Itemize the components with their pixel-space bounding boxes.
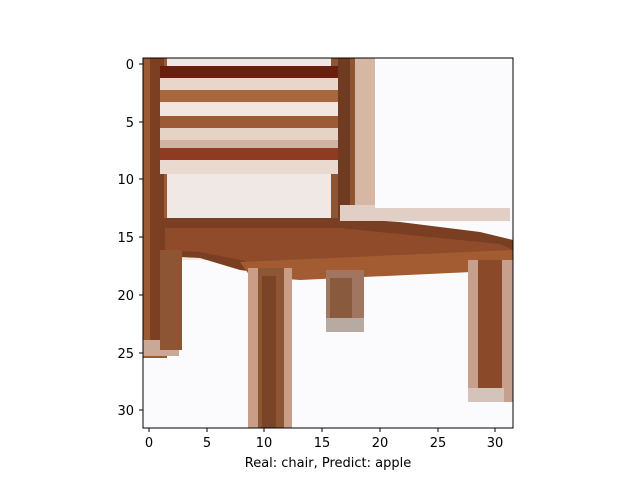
y-tick-label: 25 <box>117 347 134 362</box>
x-tick-label: 25 <box>430 436 447 451</box>
x-axis <box>148 428 496 432</box>
y-axis <box>139 63 143 411</box>
y-tick-label: 0 <box>126 58 134 73</box>
x-tick-label: 30 <box>487 436 504 451</box>
y-tick-label: 10 <box>117 173 134 188</box>
x-tick-label: 15 <box>314 436 331 451</box>
x-tick-label: 20 <box>372 436 389 451</box>
prediction-caption: Real: chair, Predict: apple <box>245 456 411 471</box>
y-tick-label: 15 <box>117 231 134 246</box>
y-tick-label: 20 <box>117 289 134 304</box>
y-tick-label: 30 <box>117 404 134 419</box>
image-pixels <box>143 58 513 428</box>
x-tick-label: 10 <box>256 436 273 451</box>
x-tick-label: 0 <box>145 436 153 451</box>
axes-frame <box>142 57 514 429</box>
x-tick-labels: 0 5 10 15 20 25 30 <box>145 436 503 451</box>
x-tick-label: 5 <box>203 436 211 451</box>
y-tick-labels: 0 5 10 15 20 25 30 <box>117 58 134 419</box>
y-tick-label: 5 <box>126 116 134 131</box>
